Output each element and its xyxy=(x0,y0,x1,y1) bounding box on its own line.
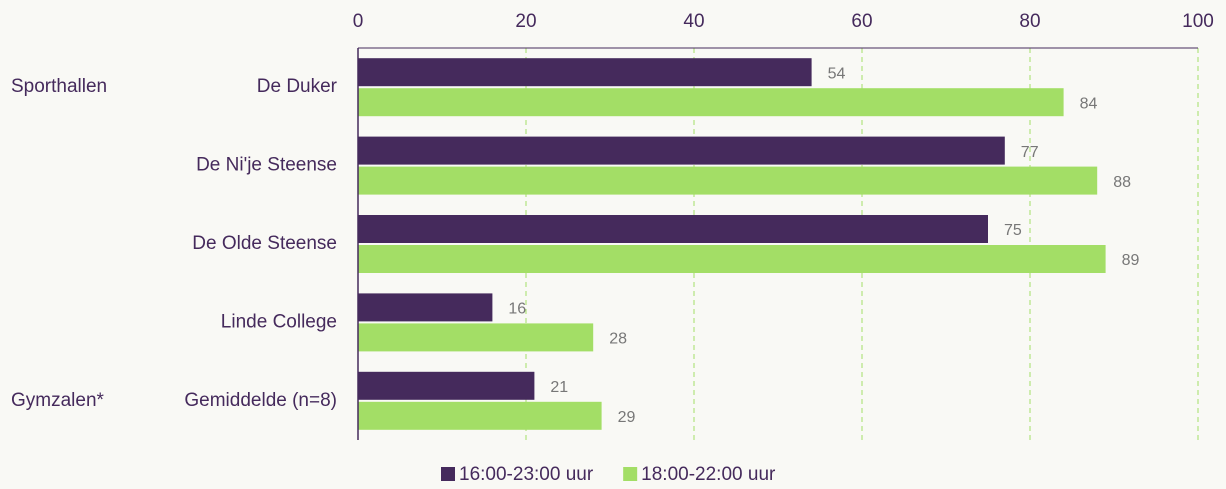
group-label: Gymzalen* xyxy=(11,390,105,411)
x-tick-label: 60 xyxy=(851,11,872,32)
category-label: De Olde Steense xyxy=(192,233,337,254)
category-label: Linde College xyxy=(221,311,337,332)
x-tick-label: 40 xyxy=(683,11,704,32)
legend-label: 16:00-23:00 uur xyxy=(459,464,594,485)
value-label: 21 xyxy=(550,379,568,396)
bar xyxy=(358,245,1106,273)
group-label: Sporthallen xyxy=(11,76,107,97)
bar xyxy=(358,401,602,430)
category-label: De Ni'je Steense xyxy=(196,155,337,176)
x-tick-label: 100 xyxy=(1182,11,1214,32)
value-label: 16 xyxy=(508,301,526,318)
value-label: 54 xyxy=(828,65,846,82)
value-label: 89 xyxy=(1122,252,1140,269)
bar xyxy=(358,166,1098,195)
legend-swatch xyxy=(623,467,638,481)
x-tick-label: 80 xyxy=(1019,11,1040,32)
bar xyxy=(358,293,493,322)
value-label: 28 xyxy=(609,331,627,348)
bar xyxy=(358,136,1005,165)
bar xyxy=(358,371,535,400)
bar xyxy=(358,323,594,352)
bar xyxy=(358,58,812,87)
legend-label: 18:00-22:00 uur xyxy=(641,464,776,485)
value-label: 29 xyxy=(618,409,636,426)
value-label: 84 xyxy=(1080,95,1098,112)
category-label: De Duker xyxy=(257,76,338,97)
value-label: 88 xyxy=(1113,174,1131,191)
category-label: Gemiddelde (n=8) xyxy=(184,390,337,411)
bar xyxy=(358,88,1064,117)
value-label: 75 xyxy=(1004,222,1022,239)
value-label: 77 xyxy=(1021,144,1039,161)
x-tick-label: 0 xyxy=(353,11,364,32)
bar xyxy=(358,215,988,243)
legend-swatch xyxy=(441,467,455,481)
x-tick-label: 20 xyxy=(515,11,536,32)
